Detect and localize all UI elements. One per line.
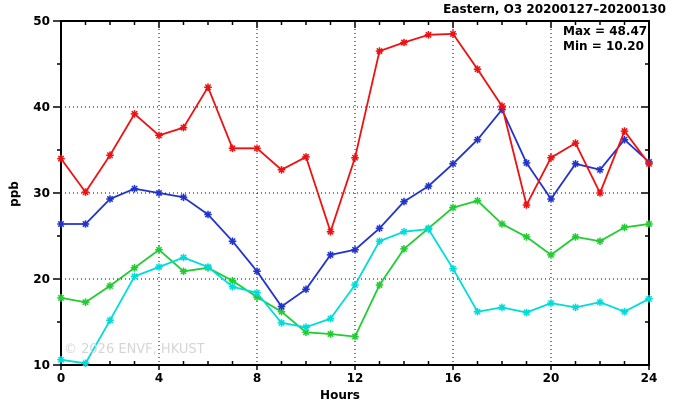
- stats-annotation: Max = 48.47 Min = 10.20: [563, 24, 647, 54]
- y-tick-label-40: 40: [33, 100, 50, 114]
- series-line-blue: [61, 108, 650, 308]
- series-markers-red: [57, 30, 653, 236]
- y-tick-label-50: 50: [33, 14, 50, 28]
- x-tick-label-4: 4: [155, 371, 163, 385]
- y-axis-label: ppb: [7, 181, 21, 207]
- y-tick-label-10: 10: [33, 358, 50, 372]
- max-value-label: Max = 48.47: [563, 24, 648, 38]
- chart-title: Eastern, O3 20200127–20200130: [443, 2, 666, 16]
- x-tick-label-20: 20: [543, 371, 560, 385]
- y-tick-label-30: 30: [33, 186, 50, 200]
- series-line-red: [60, 33, 650, 233]
- series-markers-cyan: [57, 225, 653, 368]
- x-tick-label-12: 12: [347, 371, 364, 385]
- series-markers-green: [57, 196, 653, 341]
- x-axis-label: Hours: [320, 388, 360, 402]
- plot-frame: [60, 20, 650, 366]
- series-markers-blue: [57, 105, 653, 311]
- x-tick-label-16: 16: [445, 371, 462, 385]
- x-tick-label-8: 8: [253, 371, 261, 385]
- min-value-label: Min = 10.20: [563, 39, 644, 53]
- watermark: © 2026 ENVF, HKUST: [64, 342, 205, 357]
- x-tick-label-24: 24: [641, 371, 658, 385]
- y-tick-label-20: 20: [33, 272, 50, 286]
- x-tick-label-0: 0: [57, 371, 65, 385]
